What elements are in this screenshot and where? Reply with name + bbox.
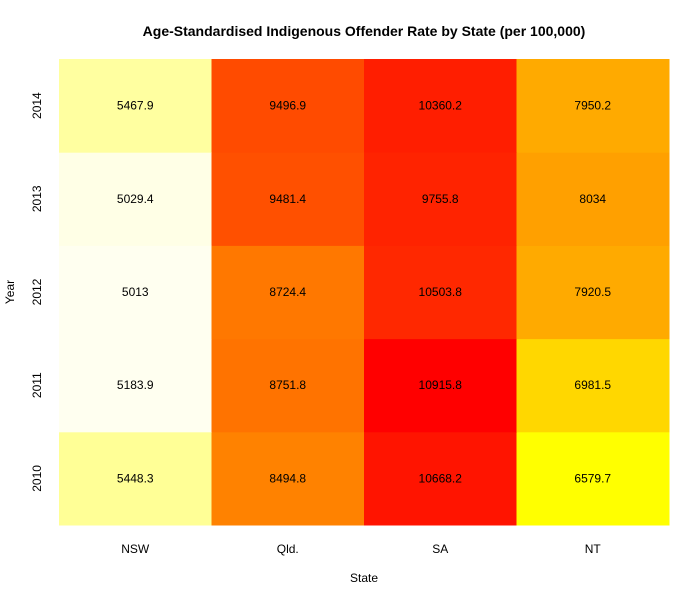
x-tick-label-nt: NT [585, 542, 602, 556]
cell-value-label-nsw-2011: 5183.9 [117, 378, 154, 392]
heatmap-cell-sa-2010 [364, 431, 517, 526]
heatmap-cell-qld-2012 [211, 245, 365, 340]
y-tick-label-2013: 2013 [30, 185, 44, 212]
cell-value-label-nsw-2010: 5448.3 [117, 471, 154, 485]
heatmap-cell-nsw-2014 [59, 59, 212, 153]
cell-value-label-nt-2012: 7920.5 [574, 285, 611, 299]
cell-value-label-sa-2013: 9755.8 [422, 192, 459, 206]
heatmap-cell-nsw-2013 [59, 152, 212, 246]
cell-value-label-nt-2010: 6579.7 [574, 471, 611, 485]
cell-value-label-nsw-2012: 5013 [122, 285, 149, 299]
y-tick-label-2011: 2011 [30, 372, 44, 398]
heatmap-cell-nt-2014 [516, 59, 670, 153]
y-tick-label-2014: 2014 [30, 92, 44, 119]
heatmap-cell-qld-2013 [211, 152, 365, 246]
cell-value-label-sa-2010: 10668.2 [419, 471, 463, 485]
cell-value-label-nt-2014: 7950.2 [574, 99, 611, 113]
heatmap-cell-nsw-2012 [59, 245, 212, 340]
y-tick-label-2010: 2010 [30, 465, 44, 492]
x-tick-label-nsw: NSW [121, 542, 150, 556]
cell-value-label-qld-2014: 9496.9 [269, 99, 306, 113]
cell-value-label-qld-2013: 9481.4 [269, 192, 306, 206]
cell-value-label-sa-2011: 10915.8 [419, 378, 463, 392]
cell-value-label-sa-2014: 10360.2 [419, 99, 463, 113]
x-tick-label-sa: SA [432, 542, 448, 556]
y-axis-tick-labels: 2010 2011 2012 2013 2014 [30, 92, 44, 492]
cell-value-label-nt-2011: 6981.5 [574, 378, 611, 392]
heatmap-cell-qld-2010 [211, 431, 365, 526]
heatmap-cell-nt-2012 [516, 245, 670, 340]
heatmap-value-labels: 5448.3 8494.8 10668.2 6579.7 5183.9 8751.8 109… [117, 99, 612, 486]
y-tick-label-2012: 2012 [30, 278, 44, 305]
chart-title: Age-Standardised Indigenous Offender Rat… [143, 23, 586, 39]
heatmap-cell-nt-2010 [516, 431, 670, 526]
heatmap-cell-nsw-2011 [59, 338, 212, 433]
heatmap-cell-nt-2011 [516, 338, 670, 433]
x-axis-tick-labels: NSW Qld. SA NT [121, 542, 601, 556]
y-axis-title: Year [3, 280, 17, 304]
heatmap-cell-qld-2011 [211, 338, 365, 433]
cell-value-label-sa-2012: 10503.8 [419, 285, 463, 299]
cell-value-label-qld-2010: 8494.8 [269, 471, 306, 485]
cell-value-label-nt-2013: 8034 [579, 192, 606, 206]
cell-value-label-qld-2012: 8724.4 [269, 285, 306, 299]
cell-value-label-qld-2011: 8751.8 [269, 378, 306, 392]
cell-value-label-nsw-2013: 5029.4 [117, 192, 154, 206]
heatmap-cell-sa-2013 [364, 152, 517, 246]
x-axis-title: State [350, 571, 378, 585]
heatmap-cell-sa-2014 [364, 59, 517, 153]
heatmap-cells [59, 59, 670, 526]
x-tick-label-qld: Qld. [277, 542, 299, 556]
heatmap-cell-sa-2012 [364, 245, 517, 340]
heatmap-cell-sa-2011 [364, 338, 517, 433]
cell-value-label-nsw-2014: 5467.9 [117, 99, 154, 113]
heatmap-cell-nt-2013 [516, 152, 670, 246]
heatmap-cell-nsw-2010 [59, 431, 212, 526]
heatmap-cell-qld-2014 [211, 59, 365, 153]
